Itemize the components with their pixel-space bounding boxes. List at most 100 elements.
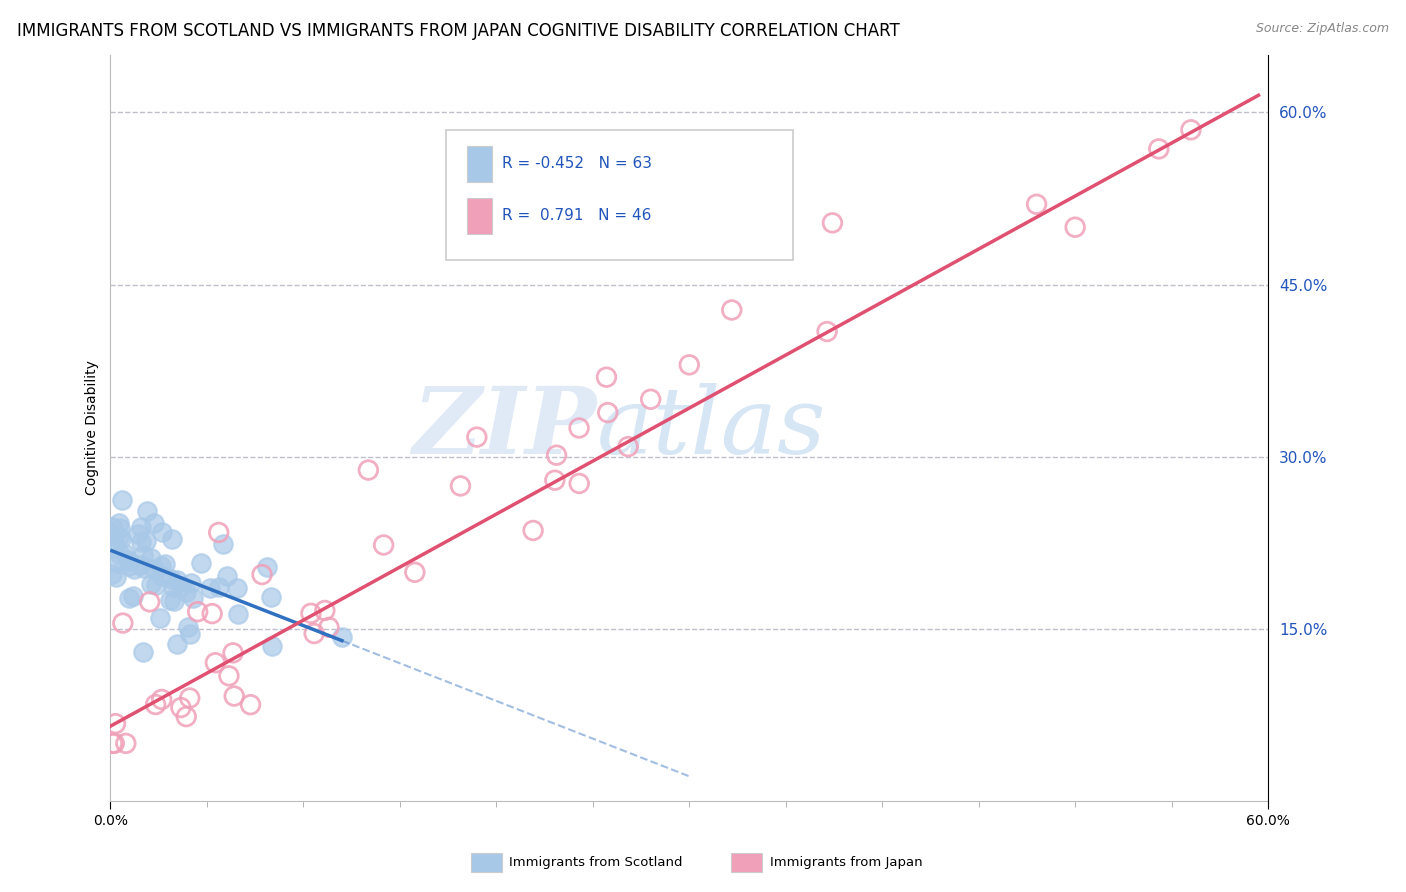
Point [204,656,226,670]
Point [678,358,700,372]
Point [595,370,617,384]
Point [546,448,568,462]
Point [260,639,283,653]
Point [821,216,844,230]
Point [108,516,131,530]
Point [143,516,166,531]
Point [224,689,246,703]
Point [139,577,162,591]
Point [162,593,184,607]
Point [129,535,152,549]
Point [1147,142,1170,156]
Point [145,578,167,592]
Point [318,620,340,634]
Point [568,421,591,435]
Point [260,591,283,605]
Point [107,556,129,570]
Point [162,580,184,594]
Point [143,562,166,576]
Point [208,525,231,540]
Point [162,532,184,546]
Point [302,626,325,640]
Point [150,569,173,583]
Point [179,691,201,706]
Point [101,520,124,534]
Point [226,582,249,596]
Point [228,607,250,622]
Point [132,548,155,562]
Point [111,492,134,507]
Text: Source: ZipAtlas.com: Source: ZipAtlas.com [1256,22,1389,36]
Point [1025,197,1047,211]
Point [256,559,278,574]
Point [544,473,567,487]
Point [139,550,162,565]
Point [568,476,591,491]
Point [299,607,322,621]
Point [187,605,209,619]
Point [101,736,124,750]
Point [1180,123,1202,137]
Point [815,325,838,339]
Point [108,530,131,544]
Point [101,528,124,542]
Point [179,627,201,641]
Point [330,631,353,645]
Text: R =  0.791   N = 46: R = 0.791 N = 46 [502,208,651,223]
Point [357,463,380,477]
Point [122,562,145,576]
Point [250,567,273,582]
Point [212,537,235,551]
Point [640,392,662,407]
Point [117,553,139,567]
Point [111,616,134,631]
Point [150,558,173,573]
Point [174,709,197,723]
Point [465,430,488,444]
Point [114,547,136,561]
Point [104,716,127,731]
Point [166,637,188,651]
Text: Immigrants from Scotland: Immigrants from Scotland [509,856,682,869]
Point [122,589,145,603]
Point [104,537,127,551]
FancyBboxPatch shape [467,198,492,234]
Point [201,607,224,621]
Point [135,533,157,548]
Point [104,570,127,584]
Text: ZIP: ZIP [412,383,596,473]
Point [522,524,544,538]
Point [170,700,193,714]
Point [159,593,181,607]
FancyBboxPatch shape [446,129,793,260]
Point [118,554,141,568]
Text: R = -0.452   N = 63: R = -0.452 N = 63 [502,156,652,170]
Point [118,558,141,573]
Text: Immigrants from Japan: Immigrants from Japan [770,856,924,869]
Point [217,568,239,582]
Point [127,526,149,541]
Point [373,538,395,552]
Point [118,591,141,605]
Point [177,620,200,634]
Point [404,566,426,580]
Point [138,595,160,609]
Point [174,585,197,599]
Point [166,573,188,587]
Point [153,557,176,571]
Point [222,646,245,660]
Point [1064,220,1087,235]
FancyBboxPatch shape [467,146,492,182]
Y-axis label: Cognitive Disability: Cognitive Disability [86,360,100,495]
Point [596,406,619,420]
Point [103,736,125,750]
Point [190,556,212,570]
Point [208,580,231,594]
Point [160,572,183,586]
Point [180,576,202,591]
Point [129,520,152,534]
Point [198,582,221,596]
Point [218,669,240,683]
Text: IMMIGRANTS FROM SCOTLAND VS IMMIGRANTS FROM JAPAN COGNITIVE DISABILITY CORRELATI: IMMIGRANTS FROM SCOTLAND VS IMMIGRANTS F… [17,22,900,40]
Point [145,698,167,712]
